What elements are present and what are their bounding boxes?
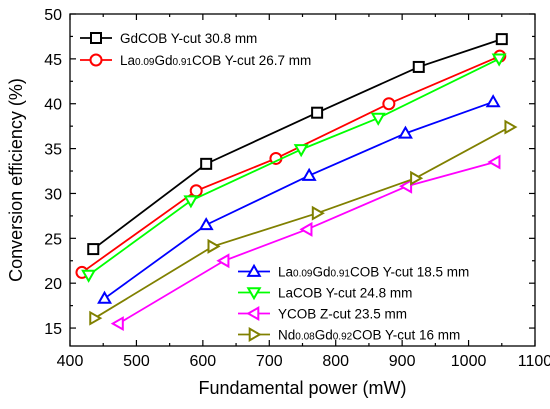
legend-label: Nd0.08Gd0.92COB Y-cut 16 mm <box>278 328 460 343</box>
triangle-left-marker <box>110 316 124 332</box>
legend-label-part: 0.09 <box>135 57 155 68</box>
legend-label: GdCOB Y-cut 30.8 mm <box>120 31 257 46</box>
legend-item: GdCOB Y-cut 30.8 mm <box>80 31 257 46</box>
legend-label-part: YCOB Z-cut 23.5 mm <box>278 307 407 322</box>
triangle-left-marker <box>246 306 260 321</box>
legend-item: La0.09Gd0.91COB Y-cut 18.5 mm <box>238 263 469 280</box>
circle-marker <box>189 184 203 198</box>
legend-top-left: GdCOB Y-cut 30.8 mm La0.09Gd0.91COB Y-cut… <box>74 25 342 73</box>
x-tick-label: 800 <box>322 353 349 370</box>
legend-label: La0.09Gd0.91COB Y-cut 26.7 mm <box>120 53 311 68</box>
y-tick-label: 15 <box>44 321 62 338</box>
square-marker <box>87 243 100 256</box>
legend-label-part: La <box>120 53 136 68</box>
legend-item: LaCOB Y-cut 24.8 mm <box>238 286 412 301</box>
x-tick-label: 700 <box>256 353 283 370</box>
y-tick-label: 20 <box>44 276 62 293</box>
triangle-right-marker <box>248 327 262 342</box>
x-axis-title: Fundamental power (mW) <box>198 378 406 398</box>
circle-marker <box>382 97 396 111</box>
legend-background <box>74 25 342 73</box>
series-4 <box>81 53 507 283</box>
square-marker <box>200 157 213 170</box>
x-tick-label: 500 <box>123 353 150 370</box>
series-5 <box>110 154 501 332</box>
triangle-right-marker <box>410 170 424 186</box>
x-tick-label: 1100 <box>518 353 550 370</box>
x-axis-ticks: 400 500 600 700 800 900 1000 1100 <box>57 14 550 370</box>
series-6 <box>89 119 518 326</box>
series-1 <box>87 33 508 256</box>
x-tick-label: 400 <box>57 353 84 370</box>
triangle-left-marker <box>399 178 413 194</box>
legend-label-part: 0.91 <box>331 269 351 280</box>
legend-label: YCOB Z-cut 23.5 mm <box>278 307 407 322</box>
square-marker <box>311 106 324 119</box>
y-axis-ticks: 15 20 25 30 35 40 45 50 <box>44 7 535 338</box>
triangle-left-marker <box>487 154 501 170</box>
legend-label-part: GdCOB Y-cut 30.8 mm <box>120 31 257 46</box>
triangle-right-marker <box>504 119 518 135</box>
triangle-up-marker <box>397 125 413 139</box>
legend-item: YCOB Z-cut 23.5 mm <box>238 306 407 322</box>
legend-label-part: 0.92 <box>333 332 353 343</box>
triangle-down-marker <box>183 195 199 209</box>
legend-label: La0.09Gd0.91COB Y-cut 18.5 mm <box>278 265 469 280</box>
legend-label-part: COB Y-cut 16 mm <box>352 328 460 343</box>
legend-label-part: Gd <box>155 53 173 68</box>
legend-label-part: 0.08 <box>295 332 315 343</box>
y-axis-title: Conversion efficiency (%) <box>6 78 26 282</box>
legend-label-part: COB Y-cut 18.5 mm <box>350 265 469 280</box>
triangle-down-marker <box>81 269 97 283</box>
series-layer <box>75 33 518 332</box>
x-tick-label: 1000 <box>451 353 487 370</box>
legend-item: Nd0.08Gd0.92COB Y-cut 16 mm <box>238 327 460 343</box>
triangle-up-marker <box>485 94 501 108</box>
square-marker <box>90 32 102 44</box>
triangle-left-marker <box>216 253 230 269</box>
y-tick-label: 40 <box>44 97 62 114</box>
triangle-left-marker <box>299 221 313 237</box>
y-tick-label: 35 <box>44 142 62 159</box>
triangle-down-marker <box>246 287 262 301</box>
legend-background <box>232 259 532 347</box>
triangle-down-marker <box>293 144 309 158</box>
legend-label-part: Nd <box>278 328 295 343</box>
legend-label-part: Gd <box>313 265 331 280</box>
triangle-down-marker <box>491 53 507 67</box>
series-3 <box>97 94 501 304</box>
triangle-down-marker <box>370 112 386 126</box>
legend-label-part: 0.91 <box>173 57 193 68</box>
triangle-right-marker <box>207 238 221 254</box>
legend-label: LaCOB Y-cut 24.8 mm <box>278 286 412 301</box>
y-tick-label: 25 <box>44 231 62 248</box>
triangle-right-marker <box>311 205 325 221</box>
legend-item: La0.09Gd0.91COB Y-cut 26.7 mm <box>80 53 311 68</box>
square-marker <box>495 33 508 46</box>
triangle-up-marker <box>198 217 214 231</box>
y-tick-label: 45 <box>44 52 62 69</box>
square-marker <box>412 60 425 73</box>
circle-marker <box>89 53 103 67</box>
y-tick-label: 30 <box>44 186 62 203</box>
triangle-up-marker <box>301 167 317 181</box>
legend-label-part: COB Y-cut 26.7 mm <box>192 53 311 68</box>
x-tick-label: 600 <box>190 353 217 370</box>
legend-label-part: 0.09 <box>293 269 313 280</box>
triangle-up-marker <box>97 290 113 304</box>
triangle-up-marker <box>246 263 262 277</box>
legend-label-part: LaCOB Y-cut 24.8 mm <box>278 286 412 301</box>
legend-label-part: Gd <box>315 328 333 343</box>
x-tick-label: 900 <box>389 353 416 370</box>
legend-label-part: La <box>278 265 294 280</box>
triangle-right-marker <box>89 310 103 326</box>
y-tick-label: 50 <box>44 7 62 24</box>
